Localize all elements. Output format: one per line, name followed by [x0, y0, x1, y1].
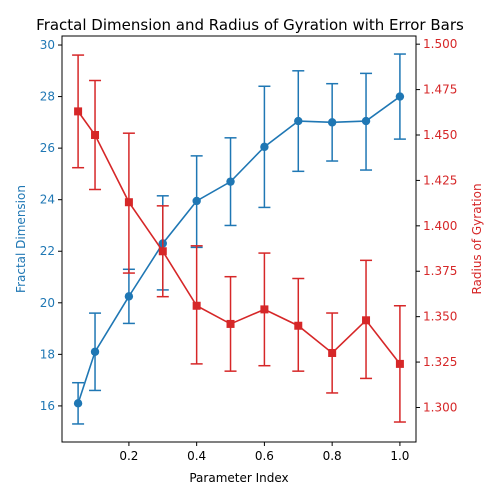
data-point — [74, 107, 83, 116]
series-radius-of-gyration — [72, 54, 406, 423]
y-left-tick-label: 24 — [40, 193, 55, 207]
data-point — [294, 321, 303, 330]
y-right-tick-label: 1.350 — [423, 310, 457, 324]
y-axis-right-label: Radius of Gyration — [470, 183, 484, 294]
y-left-tick-label: 20 — [40, 296, 55, 310]
series-fractal-dimension — [72, 53, 406, 425]
x-tick-label: 0.6 — [255, 449, 274, 463]
x-tick-label: 0.2 — [119, 449, 138, 463]
data-point — [327, 118, 337, 127]
y-right-tick-label: 1.425 — [423, 173, 457, 187]
chart-title: Fractal Dimension and Radius of Gyration… — [36, 16, 464, 34]
y-right-tick-label: 1.300 — [423, 400, 457, 414]
y-left-tick-label: 30 — [40, 38, 55, 52]
y-right-tick-label: 1.450 — [423, 128, 457, 142]
y-axis-left-label: Fractal Dimension — [14, 185, 28, 293]
data-point — [226, 177, 235, 186]
y-left-tick-label: 26 — [40, 141, 55, 155]
data-point — [192, 196, 201, 206]
x-axis: 0.2 0.4 0.6 0.8 1.0 — [119, 442, 409, 463]
axes-frame — [61, 35, 417, 443]
data-point — [260, 305, 269, 314]
data-point — [158, 247, 167, 256]
data-point — [294, 116, 303, 126]
data-point — [226, 319, 235, 328]
series-line — [77, 95, 401, 404]
data-point — [124, 292, 134, 301]
y-right-tick-label: 1.375 — [423, 264, 457, 278]
y-axis-right: 1.300 1.325 1.350 1.375 1.400 1.425 1.450 1.475… — [416, 37, 457, 414]
x-tick-label: 0.4 — [187, 449, 206, 463]
x-tick-label: 0.8 — [323, 449, 342, 463]
y-right-tick-label: 1.400 — [423, 219, 457, 233]
data-point — [260, 142, 269, 152]
y-axis-left: 16 18 20 22 24 26 28 30 — [40, 38, 62, 413]
data-point — [90, 347, 100, 356]
data-point — [361, 116, 371, 126]
data-point — [73, 399, 83, 408]
y-left-tick-label: 22 — [40, 244, 55, 258]
data-point — [124, 198, 133, 207]
y-right-tick-label: 1.325 — [423, 355, 457, 369]
data-point — [395, 92, 405, 101]
data-point — [395, 359, 404, 368]
data-point — [192, 301, 201, 310]
data-point — [328, 348, 337, 357]
y-right-tick-label: 1.475 — [423, 83, 457, 97]
x-tick-label: 1.0 — [390, 449, 409, 463]
series-line — [77, 110, 401, 365]
y-left-tick-label: 16 — [40, 399, 55, 413]
y-left-tick-label: 28 — [40, 90, 55, 104]
data-point — [362, 316, 371, 325]
y-left-tick-label: 18 — [40, 347, 55, 361]
data-point — [91, 131, 100, 140]
plot-area — [72, 53, 406, 425]
x-axis-label: Parameter Index — [189, 471, 288, 485]
y-right-tick-label: 1.500 — [423, 37, 457, 51]
